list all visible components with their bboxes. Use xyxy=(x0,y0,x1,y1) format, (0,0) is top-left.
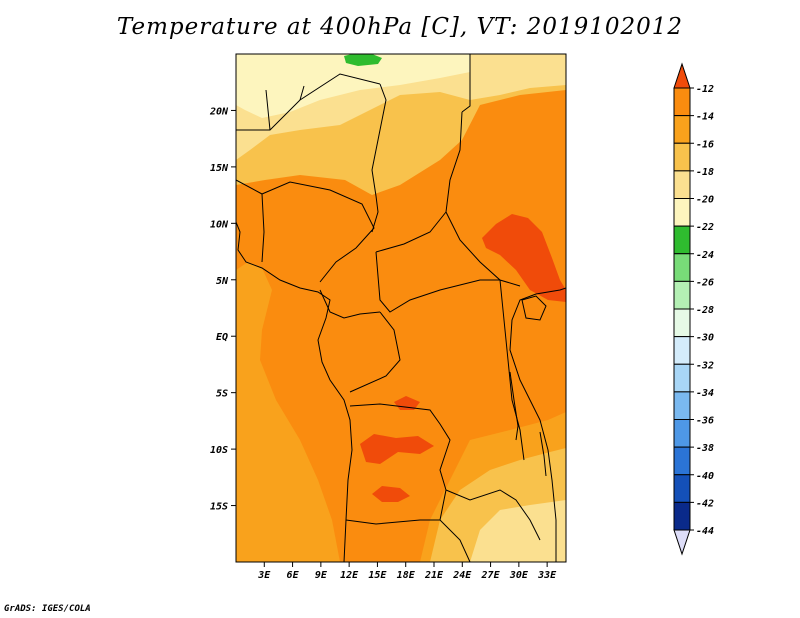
colorbar-bin xyxy=(673,308,691,338)
border-lake-tanganyika xyxy=(509,371,519,441)
field-band-16-18-west xyxy=(236,262,340,562)
y-tick-label: 20N xyxy=(209,106,229,117)
colorbar-bin xyxy=(673,225,691,255)
coastline-west xyxy=(236,221,353,562)
colorbar-bin xyxy=(673,419,691,448)
border-angola xyxy=(349,403,451,521)
x-tick-label: 6E xyxy=(287,570,300,581)
colorbar-label: -26 xyxy=(696,277,714,288)
coastline-east xyxy=(509,287,566,562)
colorbar-label: -22 xyxy=(696,222,714,233)
colorbar-label: -34 xyxy=(696,388,714,399)
colorbar-label: -16 xyxy=(696,139,714,150)
colorbar-label: -20 xyxy=(696,195,714,206)
colorbar-label: -14 xyxy=(696,112,714,123)
colorbar: -12 -14 -16 -18 -20 -22 -24 -26 -28 -30 -32 -34 -36 -… xyxy=(673,62,714,556)
field-patch-warm-angola xyxy=(360,434,434,464)
border-chad-sudan xyxy=(445,111,521,287)
colorbar-label: -18 xyxy=(696,167,714,178)
border-drc-east xyxy=(499,279,525,461)
colorbar-label: -40 xyxy=(696,471,714,482)
colorbar-label: -32 xyxy=(696,360,714,371)
colorbar-bin xyxy=(673,115,691,144)
colorbar-label: -28 xyxy=(696,305,714,316)
colorbar-label: -38 xyxy=(696,443,714,454)
x-tick-label: 24E xyxy=(452,570,472,581)
colorbar-label: -12 xyxy=(696,84,714,95)
colorbar-bin xyxy=(673,336,691,365)
border-congo-drc xyxy=(349,311,401,393)
field-patch-warm-east xyxy=(482,214,566,302)
field-patch-24-26 xyxy=(344,54,382,66)
colorbar-bin xyxy=(673,446,691,476)
x-tick-label: 27E xyxy=(481,570,501,581)
field-band-20-22-south xyxy=(470,500,566,562)
border-libya-egypt xyxy=(461,54,471,113)
colorbar-bin xyxy=(673,87,691,117)
x-tick-label: 15E xyxy=(368,570,387,581)
y-tick-label: 15N xyxy=(210,163,229,174)
y-tick-label: 10N xyxy=(210,219,229,230)
chart-title: Temperature at 400hPa [C], VT: 201910201… xyxy=(116,14,684,40)
border-car xyxy=(375,211,500,313)
credit-label: GrADS: IGES/COLA xyxy=(4,604,91,614)
colorbar-bin xyxy=(673,391,691,420)
x-tick-label: 21E xyxy=(424,570,444,581)
colorbar-lower-arrow xyxy=(673,529,691,556)
colorbar-bin xyxy=(673,142,691,172)
y-tick-label: 10S xyxy=(210,445,228,456)
border-nigeria xyxy=(261,181,375,283)
x-tick-label: 12E xyxy=(340,570,359,581)
y-axis: 20N 15N 10N 5N EQ 5S 10S 15S xyxy=(209,106,236,513)
colorbar-label: -24 xyxy=(696,250,714,261)
field-band-22-24-north xyxy=(236,54,470,118)
border-niger-chad xyxy=(371,83,387,233)
colorbar-bin xyxy=(673,170,691,199)
colorbar-bin xyxy=(673,198,691,227)
colorbar-bin xyxy=(673,253,691,282)
colorbar-bin xyxy=(673,501,691,531)
colorbar-bin xyxy=(673,474,691,503)
border-zambia xyxy=(445,489,541,541)
colorbar-label: -42 xyxy=(696,498,714,509)
x-tick-label: 9E xyxy=(315,570,328,581)
x-tick-label: 3E xyxy=(257,570,271,581)
x-tick-label: 33E xyxy=(537,570,557,581)
border-sahel-north xyxy=(265,85,305,131)
x-tick-label: 18E xyxy=(397,570,416,581)
colorbar-label: -36 xyxy=(696,416,714,427)
map-boundaries xyxy=(236,54,566,562)
border-cameroon-congo xyxy=(319,289,381,319)
border-lake-malawi xyxy=(539,431,547,477)
temperature-field xyxy=(236,54,566,562)
field-patch-warm-south xyxy=(372,486,410,502)
plot-frame xyxy=(235,53,567,563)
y-tick-label: EQ xyxy=(216,332,228,343)
border-namibia xyxy=(345,519,471,562)
colorbar-label: -44 xyxy=(696,526,714,537)
y-tick-label: 5N xyxy=(216,276,229,287)
border-west-africa xyxy=(236,179,265,263)
y-tick-label: 5S xyxy=(216,389,228,400)
x-tick-label: 30E xyxy=(509,570,529,581)
colorbar-upper-arrow xyxy=(673,62,691,89)
y-tick-label: 15S xyxy=(210,502,228,513)
colorbar-label: -30 xyxy=(696,333,714,344)
colorbar-bin xyxy=(673,363,691,393)
border-lake-victoria xyxy=(521,295,547,321)
x-axis: 3E 6E 9E 12E 15E 18E 21E 24E 27E 30E 33E xyxy=(257,562,557,581)
colorbar-bin xyxy=(673,280,691,310)
